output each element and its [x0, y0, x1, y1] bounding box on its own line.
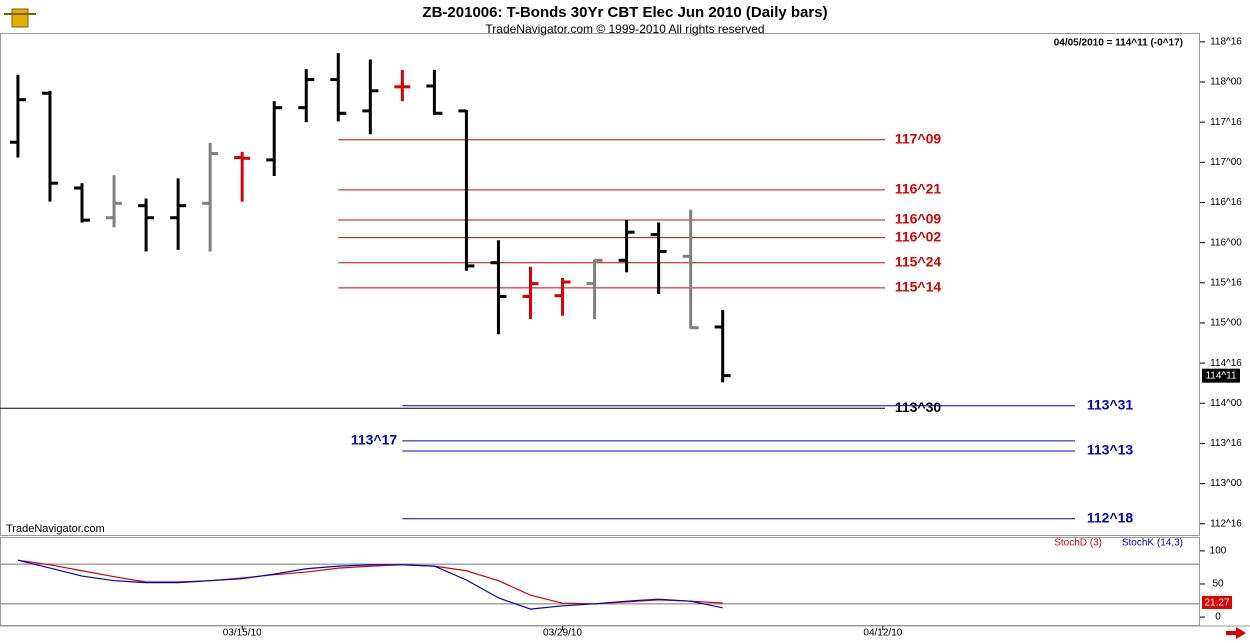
- y-tick-label: 115^00: [1210, 318, 1242, 329]
- watermark: TradeNavigator.com: [6, 523, 105, 535]
- y-tick-label: 0: [1215, 612, 1221, 623]
- app-icon: [4, 8, 36, 28]
- x-tick-label: 03/29/10: [543, 628, 582, 639]
- price-panel: [0, 33, 1200, 536]
- legend-entry: StochK (14,3): [1122, 538, 1183, 549]
- scroll-arrow[interactable]: [1226, 627, 1246, 639]
- x-tick-label: 03/15/10: [223, 628, 262, 639]
- y-tick-label: 117^00: [1210, 157, 1242, 168]
- level-label: 115^24: [895, 253, 942, 269]
- y-tick-label: 50: [1212, 579, 1224, 590]
- level-label: 116^02: [895, 228, 942, 244]
- chart-subtitle: TradeNavigator.com © 1999-2010 All right…: [485, 22, 764, 36]
- y-tick-label: 114^16: [1210, 358, 1242, 369]
- y-tick-label: 115^16: [1210, 277, 1242, 288]
- y-tick-label: 113^00: [1210, 478, 1242, 489]
- y-tick-label: 114^00: [1210, 398, 1242, 409]
- y-tick-label: 116^00: [1210, 237, 1242, 248]
- level-label: 117^09: [895, 130, 942, 146]
- level-label: 116^21: [895, 181, 942, 197]
- level-label: 112^18: [1087, 509, 1134, 525]
- y-tick-label: 117^16: [1210, 117, 1242, 128]
- last-value-label: 21.27: [1204, 598, 1229, 609]
- y-tick-label: 118^00: [1210, 77, 1242, 88]
- x-tick-label: 04/12/10: [863, 628, 902, 639]
- last-price-label: 114^11: [1205, 370, 1236, 381]
- y-tick-label: 113^16: [1210, 438, 1242, 449]
- level-label: 113^17: [351, 432, 398, 448]
- last-value-box: [1202, 595, 1232, 609]
- y-tick-label: 100: [1210, 546, 1227, 557]
- y-tick-label: 112^16: [1210, 518, 1242, 529]
- level-label: 116^09: [895, 211, 942, 227]
- y-tick-label: 116^16: [1210, 197, 1242, 208]
- level-label: 113^13: [1087, 442, 1134, 458]
- y-tick-label: 118^16: [1210, 36, 1242, 47]
- chart-title: ZB-201006: T-Bonds 30Yr CBT Elec Jun 201…: [422, 4, 827, 21]
- last-price-box: [1202, 368, 1240, 383]
- level-label: 113^31: [1087, 396, 1134, 412]
- level-label: 115^14: [895, 279, 942, 295]
- level-label: 113^30: [895, 399, 942, 415]
- stoch-line: [17, 559, 723, 610]
- status-text: 04/05/2010 = 114^11 (-0^17): [1054, 38, 1183, 49]
- legend-entry: StochD (3): [1054, 538, 1102, 549]
